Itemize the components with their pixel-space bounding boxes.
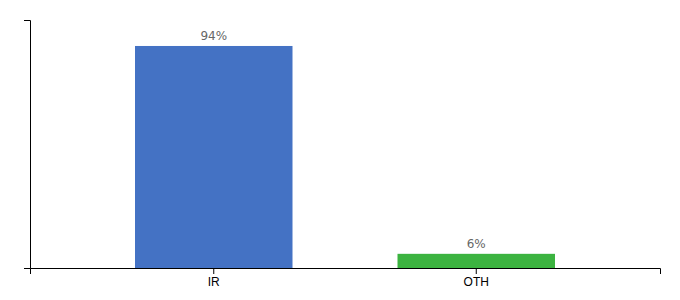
x-tick: IR xyxy=(208,268,220,289)
x-axis: IR OTH xyxy=(31,268,661,289)
x-tick: OTH xyxy=(464,268,489,289)
bars xyxy=(135,46,555,268)
bar xyxy=(135,46,293,268)
y-axis-line xyxy=(24,21,31,269)
x-axis-line xyxy=(31,269,661,275)
data-label: 94% xyxy=(200,29,227,43)
x-tick-mark xyxy=(476,268,477,274)
plot: IR OTH 94% 6% xyxy=(24,21,661,289)
y-axis xyxy=(24,21,31,269)
x-tick-mark xyxy=(213,268,214,274)
bar xyxy=(398,254,556,268)
data-labels: 94% 6% xyxy=(200,29,485,251)
data-label: 6% xyxy=(467,237,486,251)
x-tick-label: IR xyxy=(208,275,220,289)
x-tick-label: OTH xyxy=(464,275,489,289)
chart: IR OTH 94% 6% xyxy=(0,0,680,300)
